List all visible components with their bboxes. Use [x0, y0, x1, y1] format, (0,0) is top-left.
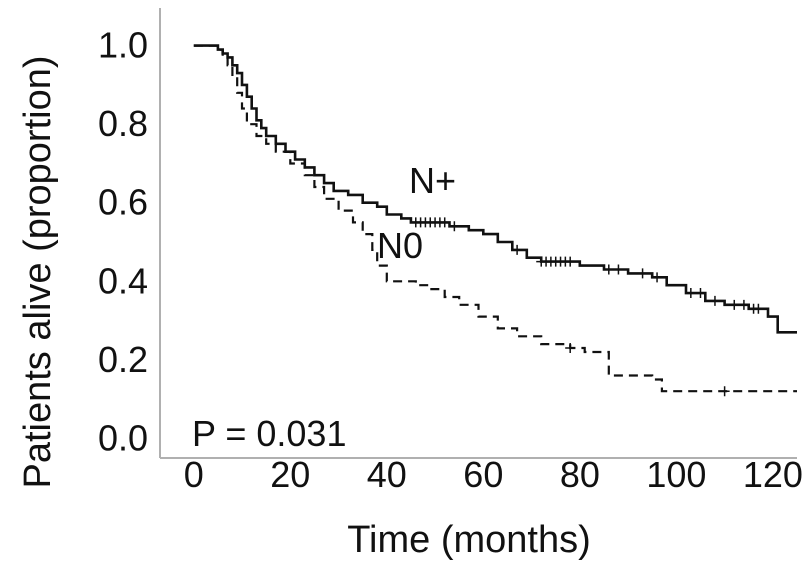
survival-curve-n0	[193, 44, 797, 393]
censor-mark	[709, 295, 720, 306]
x-tick-label: 80	[560, 454, 600, 495]
y-tick-label: 0.2	[98, 339, 148, 380]
x-tick-label: 100	[646, 454, 706, 495]
censor-mark	[449, 221, 460, 232]
y-tick-label: 1.0	[98, 25, 148, 66]
y-tick-label: 0.0	[98, 417, 148, 458]
x-tick-labels: 0 20 40 60 80 100 120	[184, 454, 803, 495]
y-tick-label: 0.6	[98, 182, 148, 223]
survival-curve-n-plus	[193, 44, 797, 334]
x-tick-label: 0	[184, 454, 204, 495]
survival-curves	[193, 44, 797, 397]
censor-mark	[613, 264, 624, 275]
censor-mark	[719, 386, 730, 397]
censor-mark	[652, 272, 663, 283]
censor-mark	[753, 303, 764, 314]
axes	[159, 8, 797, 459]
x-axis-title: Time (months)	[347, 519, 591, 561]
y-tick-labels: 0.0 0.2 0.4 0.6 0.8 1.0	[98, 25, 148, 459]
y-tick-label: 0.4	[98, 260, 148, 301]
x-tick-label: 40	[367, 454, 407, 495]
censor-mark	[439, 217, 450, 228]
censor-mark	[565, 256, 576, 267]
censor-mark	[512, 244, 523, 255]
series-label-n-plus: N+	[409, 160, 456, 201]
series-label-n0: N0	[377, 225, 423, 266]
x-tick-label: 20	[270, 454, 310, 495]
censor-mark	[685, 288, 696, 299]
censor-mark	[729, 299, 740, 310]
censor-mark	[637, 268, 648, 279]
x-tick-label: 120	[743, 454, 803, 495]
censor-mark	[603, 264, 614, 275]
x-tick-label: 60	[463, 454, 503, 495]
y-tick-label: 0.8	[98, 103, 148, 144]
y-axis-title: Patients alive (proportion)	[17, 56, 59, 489]
p-value-annotation: P = 0.031	[192, 413, 346, 454]
censor-mark	[738, 299, 749, 310]
censor-mark	[695, 288, 706, 299]
censor-mark	[565, 343, 576, 354]
